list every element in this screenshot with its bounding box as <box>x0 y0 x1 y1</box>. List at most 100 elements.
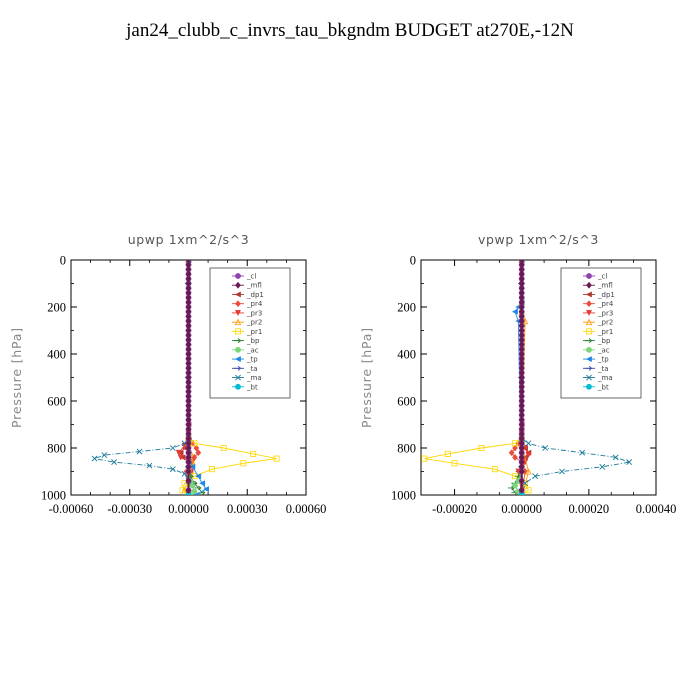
series-group <box>91 260 280 495</box>
data-point-pr1 <box>208 466 215 473</box>
legend-entry: _bt <box>597 383 609 391</box>
data-point-pr1 <box>478 444 485 451</box>
data-point-pr1 <box>179 487 186 494</box>
data-point-ma <box>532 473 539 480</box>
x-tick-label: 0.00000 <box>501 502 542 516</box>
legend-marker <box>234 338 242 344</box>
legend-marker <box>235 383 241 390</box>
y-tick-label: 800 <box>397 442 416 456</box>
data-point-ma <box>169 466 176 473</box>
legend-marker <box>585 356 592 363</box>
legend-entry: _mfl <box>246 282 262 290</box>
legend-marker <box>235 281 241 289</box>
data-point-pr3 <box>175 449 182 456</box>
data-point-ma <box>579 449 586 456</box>
data-point-ma <box>612 454 619 461</box>
series-line-pr1 <box>182 260 277 495</box>
series-group <box>421 260 633 495</box>
data-point-ma <box>626 459 633 466</box>
data-point-ma <box>136 448 143 455</box>
legend-marker <box>586 273 592 279</box>
x-tick-label: 0.00000 <box>168 502 209 516</box>
data-point-ma <box>525 440 532 447</box>
legend-entry: _bt <box>246 383 258 391</box>
legend-marker <box>586 300 592 308</box>
data-point-tp <box>195 473 202 480</box>
data-point-ma <box>101 452 108 458</box>
data-point-ma <box>542 445 549 451</box>
legend-entry: _dp1 <box>597 291 615 299</box>
legend-box <box>209 267 291 399</box>
data-point-pr1 <box>491 466 498 473</box>
data-point-tp <box>189 463 196 470</box>
data-point-pr1 <box>240 460 247 467</box>
data-point-pr1 <box>220 444 227 451</box>
legend-entry: _ma <box>246 374 262 382</box>
legend-marker <box>235 374 241 381</box>
legend-marker <box>235 273 241 279</box>
legend-entry: _tp <box>246 356 258 364</box>
data-point-mfl <box>518 486 525 494</box>
legend-entry: _bp <box>597 337 611 345</box>
legend-marker <box>586 281 592 289</box>
legend-marker <box>234 356 241 363</box>
y-tick-label: 1000 <box>391 489 416 503</box>
y-axis-title: Pressure [hPa] <box>359 327 374 428</box>
legend-entry: _tp <box>597 356 609 364</box>
data-point-ac <box>191 488 198 495</box>
data-point-pr1 <box>250 450 257 457</box>
data-point-pr4 <box>512 453 518 461</box>
y-tick-label: 600 <box>397 395 416 409</box>
legend-box <box>560 267 642 399</box>
panel-title: vpwp 1xm^2/s^3 <box>478 232 599 247</box>
y-tick-label: 0 <box>60 254 66 268</box>
data-point-pr1 <box>512 440 519 447</box>
data-point-tp <box>202 486 209 493</box>
data-point-tp <box>511 308 518 315</box>
x-tick-label: -0.00060 <box>49 502 94 516</box>
legend-entry: _pr1 <box>246 328 262 336</box>
legend-entry: _mfl <box>597 282 613 290</box>
data-point-ma <box>146 462 153 469</box>
legend-marker <box>585 310 593 317</box>
legend-marker <box>235 346 241 353</box>
legend-marker <box>234 365 242 371</box>
panel-vpwp: vpwp 1xm^2/s^3 Pressure [hPa] 0 200 400 600 80… <box>359 232 676 516</box>
legend-entry: _cl <box>246 273 256 281</box>
figure-title: jan24_clubb_c_invrs_tau_bkgndm BUDGET at… <box>126 20 574 41</box>
legend-entry: _pr3 <box>597 309 613 317</box>
legend-marker <box>234 318 242 326</box>
legend-marker <box>586 383 592 390</box>
data-point-pr1 <box>451 460 458 467</box>
y-tick-label: 400 <box>397 348 416 362</box>
data-point-pr1 <box>273 455 280 462</box>
data-point-mfl <box>185 477 192 485</box>
series-line-pr1 <box>424 260 530 495</box>
data-point-mfl <box>185 468 192 475</box>
legend-marker <box>585 365 593 371</box>
x-tick-label: 0.00020 <box>569 502 610 516</box>
x-tick-label: 0.00040 <box>636 502 677 516</box>
data-point-pr3 <box>525 452 532 459</box>
legend-entry: _pr2 <box>597 319 613 327</box>
data-point-pr4 <box>512 444 518 452</box>
data-point-tp <box>193 491 200 495</box>
legend-entry: _pr4 <box>597 300 614 308</box>
y-tick-label: 0 <box>410 254 416 268</box>
data-point-pr1 <box>421 455 428 462</box>
data-point-pr4 <box>508 449 515 457</box>
legend-entry: _bp <box>246 337 260 345</box>
y-tick-label: 200 <box>47 301 66 315</box>
data-point-ma <box>91 455 98 462</box>
data-point-pr1 <box>191 440 198 447</box>
legend-marker <box>585 291 592 298</box>
legend-marker <box>586 346 592 353</box>
data-point-tp <box>199 480 206 487</box>
y-tick-label: 800 <box>47 442 66 456</box>
data-point-pr3 <box>177 454 184 461</box>
y-tick-label: 400 <box>47 348 66 362</box>
legend-entry: _pr4 <box>246 300 263 308</box>
series-line-ma <box>521 260 631 495</box>
legend-entry: _pr2 <box>246 319 262 327</box>
legend-entry: _pr3 <box>246 309 262 317</box>
